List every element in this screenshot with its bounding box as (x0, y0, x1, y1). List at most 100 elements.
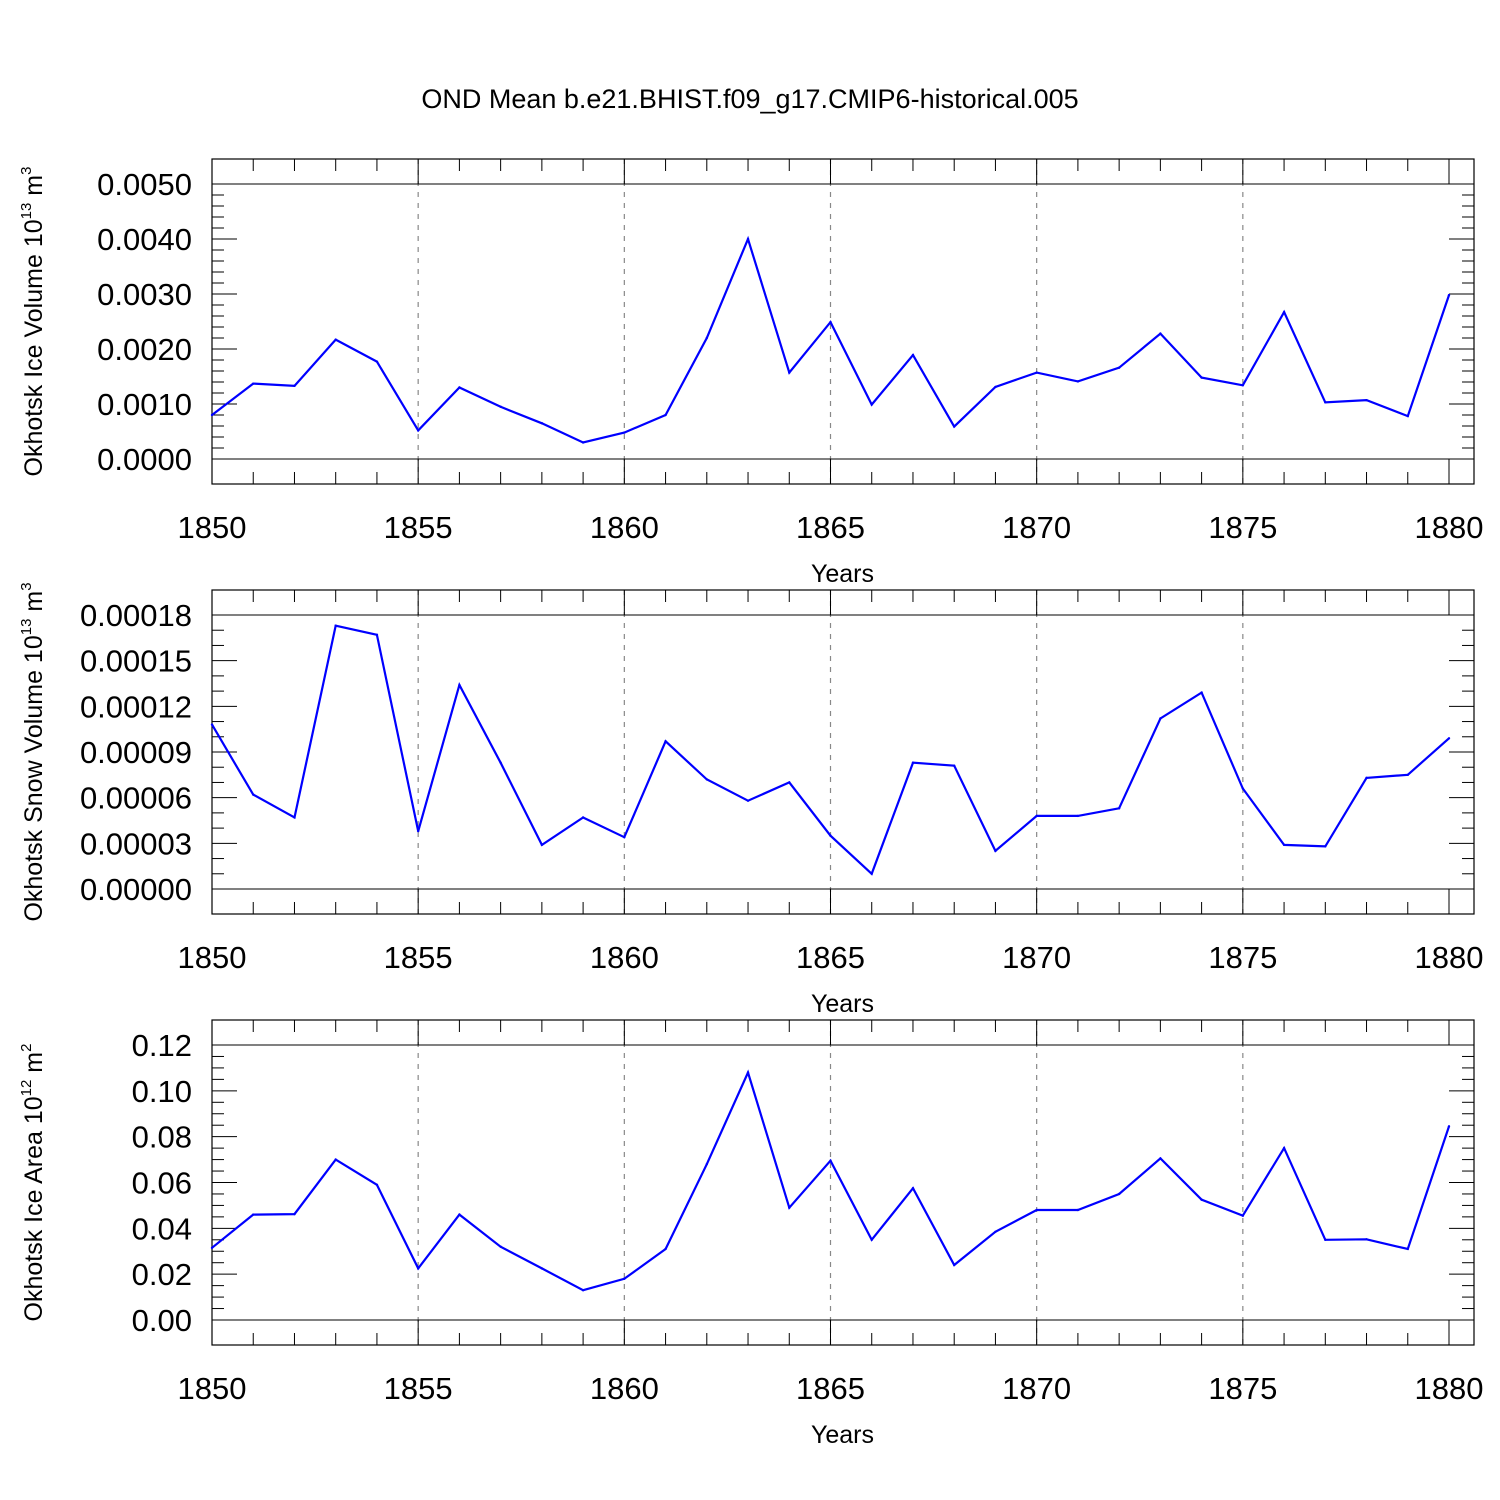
data-point (540, 843, 544, 847)
data-point (375, 1183, 379, 1186)
data-point (623, 1277, 626, 1280)
ice-volume-panel: 0.0000 0.0010 0.0020 0.0030 0.0040 0.0050 1850… (18, 158, 1483, 588)
data-point (1324, 845, 1327, 848)
data-point (911, 1187, 915, 1190)
data-point (458, 386, 461, 389)
data-point (1324, 401, 1327, 404)
data-point (293, 1212, 296, 1216)
data-point (1406, 414, 1409, 418)
data-point (994, 1230, 997, 1233)
data-point (664, 740, 667, 743)
x-tick-label: 1880 (1415, 1371, 1484, 1406)
data-point (1282, 843, 1286, 847)
x-tick-label: 1855 (384, 940, 453, 975)
data-point (870, 403, 873, 406)
y-tick-label: 0.12 (132, 1028, 192, 1063)
y-tick-label: 0.0020 (97, 332, 192, 367)
y-tick-label: 0.0030 (97, 277, 192, 312)
x-tick-label: 1865 (796, 510, 865, 545)
data-point (1324, 1238, 1327, 1241)
x-tick-label: 1870 (1002, 940, 1071, 975)
data-point (499, 405, 502, 408)
data-point (210, 723, 214, 726)
data-point (1159, 332, 1162, 335)
y-axis-label: Okhotsk Ice Volume 1013 m3 (18, 167, 48, 477)
data-point (788, 371, 791, 374)
data-point (705, 778, 708, 781)
data-point (705, 1162, 708, 1166)
y-tick-label: 0.00 (132, 1303, 192, 1338)
x-axis-label: Years (811, 560, 874, 588)
data-point (210, 413, 214, 417)
y-tick-label: 0.10 (132, 1074, 192, 1109)
y-tick-label: 0.0010 (97, 387, 192, 422)
x-axis-label: Years (811, 990, 874, 1018)
chart-title: OND Mean b.e21.BHIST.f09_g17.CMIP6-histo… (421, 84, 1078, 114)
data-point (1076, 1208, 1080, 1212)
data-point (416, 1267, 420, 1270)
y-tick-label: 0.0000 (97, 442, 192, 477)
plot-frame (211, 158, 1475, 485)
data-point (1406, 773, 1409, 777)
x-tick-label: 1850 (178, 1371, 247, 1406)
x-tick-label: 1850 (178, 940, 247, 975)
data-point (623, 836, 626, 839)
data-point (1200, 691, 1203, 694)
data-point (1159, 1157, 1162, 1160)
data-point (911, 761, 915, 764)
data-point (1159, 717, 1162, 720)
data-point (540, 1267, 544, 1270)
y-tick-label: 0.00006 (80, 781, 192, 816)
data-point (252, 382, 255, 385)
data-point (334, 624, 337, 627)
data-point (540, 422, 544, 425)
data-point (1365, 1238, 1368, 1241)
data-point (1365, 398, 1368, 402)
data-point (746, 1071, 750, 1074)
data-point (788, 781, 791, 784)
data-point (334, 1158, 337, 1161)
data-point (1241, 384, 1245, 387)
data-point (994, 385, 997, 389)
data-point (581, 441, 585, 444)
data-point (870, 872, 873, 875)
y-tick-label: 0.00000 (80, 872, 192, 907)
snow-volume-panel: 0.00000 0.00003 0.00006 0.00009 0.00012 0.000… (18, 582, 1483, 1018)
data-point (870, 1238, 873, 1241)
data-point (499, 761, 502, 764)
data-point (1117, 807, 1121, 810)
x-tick-label: 1875 (1208, 1371, 1277, 1406)
data-point (1035, 814, 1038, 818)
y-tick-label: 0.04 (132, 1211, 192, 1246)
data-point (210, 1246, 214, 1250)
data-point (1406, 1247, 1409, 1251)
data-point (788, 1206, 791, 1209)
data-point (375, 633, 379, 636)
data-point (664, 1247, 667, 1251)
data-point (1035, 371, 1038, 374)
y-tick-label: 0.00015 (80, 644, 192, 679)
data-point (664, 413, 667, 417)
x-tick-label: 1875 (1208, 940, 1277, 975)
data-point (293, 384, 296, 388)
data-point (1447, 737, 1451, 740)
data-point (252, 793, 255, 796)
ice-area-panel: 0.00 0.02 0.04 0.06 0.08 0.10 0.12 1850 1855 1860… (18, 1019, 1484, 1449)
data-point (623, 431, 626, 434)
data-point (375, 360, 379, 363)
data-point (829, 834, 832, 837)
x-tick-label: 1865 (796, 940, 865, 975)
x-tick-label: 1870 (1002, 510, 1071, 545)
data-point (994, 849, 997, 853)
x-tick-label: 1860 (590, 1371, 659, 1406)
x-tick-label: 1855 (384, 1371, 453, 1406)
y-axis-label: Okhotsk Ice Area 1012 m2 (18, 1044, 48, 1322)
y-tick-label: 0.0050 (97, 167, 192, 202)
data-point (334, 338, 337, 341)
x-tick-label: 1875 (1208, 510, 1277, 545)
series-line (211, 1069, 1451, 1292)
x-tick-label: 1850 (178, 510, 247, 545)
data-point (746, 799, 750, 802)
data-point (499, 1245, 502, 1248)
y-tick-label: 0.00012 (80, 689, 192, 724)
